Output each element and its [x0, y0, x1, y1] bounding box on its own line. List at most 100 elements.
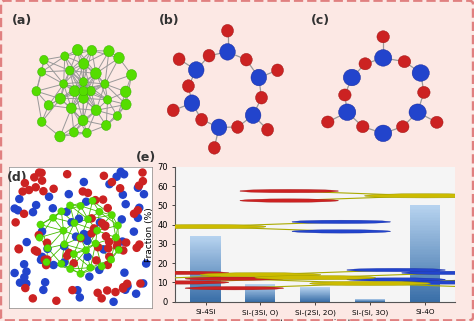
Bar: [191, 296, 220, 297]
Circle shape: [91, 68, 101, 79]
Bar: [191, 249, 220, 250]
Circle shape: [74, 287, 81, 294]
Circle shape: [104, 261, 111, 268]
Circle shape: [38, 169, 45, 176]
Circle shape: [32, 184, 39, 191]
Bar: [191, 255, 220, 256]
Circle shape: [221, 24, 234, 37]
Bar: [191, 250, 220, 252]
Circle shape: [87, 264, 94, 271]
Bar: [410, 215, 440, 217]
Circle shape: [409, 104, 426, 120]
Circle shape: [114, 239, 121, 246]
Circle shape: [101, 80, 109, 88]
Circle shape: [41, 256, 48, 263]
Circle shape: [66, 202, 74, 209]
Bar: [191, 272, 220, 273]
Circle shape: [11, 270, 18, 277]
Bar: [191, 277, 220, 278]
Circle shape: [120, 171, 128, 178]
Circle shape: [65, 66, 74, 75]
Circle shape: [184, 95, 200, 111]
Circle shape: [127, 70, 137, 80]
Bar: [191, 261, 220, 263]
Circle shape: [73, 233, 80, 240]
Circle shape: [104, 287, 111, 294]
Circle shape: [114, 52, 124, 64]
Circle shape: [38, 228, 46, 235]
Bar: [191, 301, 220, 302]
Text: (d): (d): [7, 171, 27, 184]
Circle shape: [188, 62, 204, 78]
Bar: [410, 233, 440, 234]
X-axis label: Atomic coordinate: Atomic coordinate: [274, 319, 356, 321]
Circle shape: [40, 188, 47, 195]
Circle shape: [77, 234, 84, 241]
Circle shape: [84, 232, 91, 239]
Circle shape: [122, 286, 129, 293]
Circle shape: [76, 294, 83, 301]
Circle shape: [102, 233, 109, 240]
Circle shape: [50, 262, 57, 269]
Bar: [191, 292, 220, 293]
Bar: [191, 264, 220, 265]
Circle shape: [412, 65, 429, 81]
Bar: [410, 207, 440, 209]
Circle shape: [37, 256, 45, 264]
Circle shape: [255, 275, 375, 280]
Bar: [191, 299, 220, 301]
Circle shape: [292, 230, 391, 233]
Circle shape: [240, 199, 338, 202]
Circle shape: [66, 265, 74, 273]
Bar: [410, 220, 440, 221]
Circle shape: [23, 239, 30, 246]
Bar: [410, 212, 440, 213]
Bar: [191, 246, 220, 247]
Bar: [191, 259, 220, 260]
Circle shape: [75, 278, 174, 281]
Bar: [191, 243, 220, 244]
Circle shape: [93, 257, 100, 264]
Bar: [191, 256, 220, 257]
Bar: [410, 257, 440, 258]
Bar: [191, 275, 220, 277]
Bar: [410, 221, 440, 223]
Bar: [410, 242, 440, 244]
Circle shape: [82, 247, 90, 254]
Bar: [410, 254, 440, 255]
Bar: [191, 244, 220, 245]
Circle shape: [89, 197, 96, 204]
Circle shape: [55, 131, 65, 142]
Bar: [410, 266, 440, 268]
Circle shape: [398, 56, 410, 68]
Circle shape: [81, 230, 88, 238]
Circle shape: [82, 128, 91, 138]
Bar: [191, 241, 220, 242]
Circle shape: [106, 181, 113, 188]
Bar: [410, 295, 440, 297]
Bar: [191, 268, 220, 269]
Bar: [410, 271, 440, 273]
Bar: [191, 284, 220, 285]
Circle shape: [203, 49, 215, 62]
Bar: [191, 236, 220, 237]
Circle shape: [102, 222, 109, 229]
Circle shape: [80, 178, 87, 186]
Circle shape: [114, 222, 122, 229]
Bar: [410, 299, 440, 300]
Circle shape: [35, 231, 42, 239]
Circle shape: [292, 220, 391, 224]
Bar: [191, 239, 220, 241]
Circle shape: [99, 220, 106, 227]
Circle shape: [79, 93, 88, 103]
Bar: [410, 213, 440, 215]
Circle shape: [31, 247, 38, 254]
Circle shape: [262, 123, 273, 136]
Bar: [410, 294, 440, 295]
Bar: [191, 282, 220, 283]
Bar: [191, 270, 220, 271]
Circle shape: [55, 93, 65, 104]
Circle shape: [130, 228, 137, 235]
Bar: [410, 205, 440, 207]
Circle shape: [117, 185, 124, 192]
